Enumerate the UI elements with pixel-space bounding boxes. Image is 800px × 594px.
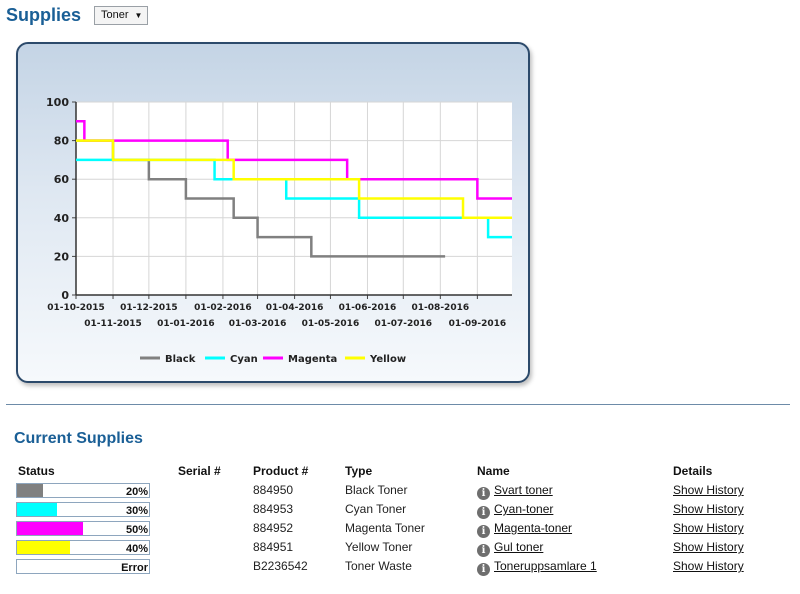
y-tick-label: 20 (54, 250, 70, 263)
supply-history-chart: 01-10-2015 01-11-2015 01-12-2015 01-01-2016… (46, 96, 512, 365)
section-divider (6, 404, 790, 405)
status-level-bar: 40% (16, 540, 150, 555)
status-value: 50% (125, 524, 148, 536)
x-tick-label: 01-10-2015 (47, 303, 105, 313)
table-row: 50% 884952 Magenta Toner i Magenta-toner Show… (0, 520, 800, 539)
status-value: 30% (125, 505, 148, 517)
show-history-link[interactable]: Show History (673, 483, 744, 497)
info-icon[interactable]: i (477, 487, 490, 500)
status-column-header: Status (18, 464, 55, 478)
status-level-fill (17, 484, 44, 497)
info-icon[interactable]: i (477, 563, 490, 576)
legend-label-black: Black (165, 354, 196, 365)
product-number-cell: B2236542 (253, 559, 308, 573)
product-number-cell: 884952 (253, 521, 294, 535)
type-cell: Cyan Toner (345, 502, 407, 516)
legend-label-yellow: Yellow (369, 354, 406, 365)
supply-type-value: Toner (101, 9, 129, 21)
supply-type-select[interactable]: Toner ▼ (94, 5, 149, 25)
supply-name-link[interactable]: Cyan-toner (494, 502, 554, 516)
table-row: 40% 884951 Yellow Toner i Gul toner Show Hist… (0, 539, 800, 558)
type-column-header: Type (345, 464, 373, 478)
info-icon[interactable]: i (477, 544, 490, 557)
x-tick-label: 01-09-2016 (449, 319, 507, 329)
product-column-header: Product # (253, 464, 309, 478)
y-tick-label: 80 (54, 135, 70, 148)
details-column-header: Details (673, 464, 713, 478)
x-tick-label: 01-11-2015 (84, 319, 142, 329)
y-tick-label: 60 (54, 173, 70, 186)
page-header: Supplies Toner ▼ (6, 4, 149, 26)
product-number-cell: 884951 (253, 540, 294, 554)
x-tick-label: 01-06-2016 (339, 303, 397, 313)
type-cell: Toner Waste (345, 559, 412, 573)
status-value: Error (121, 562, 148, 574)
table-row: 30% 884953 Cyan Toner i Cyan-toner Show Histo… (0, 501, 800, 520)
product-number-cell: 884953 (253, 502, 294, 516)
status-level-bar: 30% (16, 502, 150, 517)
type-cell: Yellow Toner (345, 540, 413, 554)
page-title: Supplies (6, 4, 82, 25)
name-cell: i Cyan-toner (477, 501, 553, 519)
type-cell: Magenta Toner (345, 521, 425, 535)
x-tick-label: 01-08-2016 (412, 303, 470, 313)
show-history-link[interactable]: Show History (673, 540, 744, 554)
status-value: 40% (125, 543, 148, 555)
series-line-cyan (76, 158, 512, 239)
table-row: 20% 884950 Black Toner i Svart toner Show His… (0, 482, 800, 501)
x-tick-label: 01-02-2016 (194, 303, 252, 313)
series-line-yellow (76, 139, 512, 220)
series-line-magenta (76, 120, 512, 200)
legend-label-cyan: Cyan (230, 354, 258, 365)
table-row: Error B2236542 Toner Waste i Toneruppsamlare… (0, 558, 800, 577)
status-level-fill (17, 541, 70, 554)
status-level-bar: Error (16, 559, 150, 574)
name-cell: i Svart toner (477, 482, 553, 500)
name-cell: i Gul toner (477, 539, 543, 557)
chevron-down-icon: ▼ (134, 10, 143, 20)
info-icon[interactable]: i (477, 506, 490, 519)
x-tick-label: 01-01-2016 (157, 319, 215, 329)
product-number-cell: 884950 (253, 483, 294, 497)
name-column-header: Name (477, 464, 510, 478)
status-level-fill (17, 503, 57, 516)
name-cell: i Toneruppsamlare 1 (477, 558, 597, 576)
show-history-link[interactable]: Show History (673, 502, 744, 516)
x-tick-label: 01-04-2016 (266, 303, 324, 313)
supply-name-link[interactable]: Gul toner (494, 540, 544, 554)
x-tick-label: 01-05-2016 (302, 319, 360, 329)
status-value: 20% (125, 486, 148, 498)
serial-column-header: Serial # (178, 464, 221, 478)
supply-history-chart-panel: 01-10-2015 01-11-2015 01-12-2015 01-01-2016… (16, 42, 530, 383)
legend-label-magenta: Magenta (288, 354, 337, 365)
type-cell: Black Toner (345, 483, 408, 497)
supply-name-link[interactable]: Svart toner (494, 483, 553, 497)
status-level-fill (17, 522, 83, 535)
y-tick-label: 40 (54, 212, 70, 225)
x-tick-label: 01-07-2016 (375, 319, 433, 329)
supply-name-link[interactable]: Magenta-toner (494, 521, 573, 535)
supply-name-link[interactable]: Toneruppsamlare 1 (494, 559, 597, 573)
show-history-link[interactable]: Show History (673, 521, 744, 535)
y-tick-label: 100 (46, 96, 69, 109)
current-supplies-title: Current Supplies (14, 430, 143, 447)
x-tick-label: 01-12-2015 (120, 303, 178, 313)
status-level-bar: 50% (16, 521, 150, 536)
x-tick-label: 01-03-2016 (229, 319, 287, 329)
name-cell: i Magenta-toner (477, 520, 572, 538)
status-level-bar: 20% (16, 483, 150, 498)
y-tick-label: 0 (61, 289, 69, 302)
show-history-link[interactable]: Show History (673, 559, 744, 573)
info-icon[interactable]: i (477, 525, 490, 538)
